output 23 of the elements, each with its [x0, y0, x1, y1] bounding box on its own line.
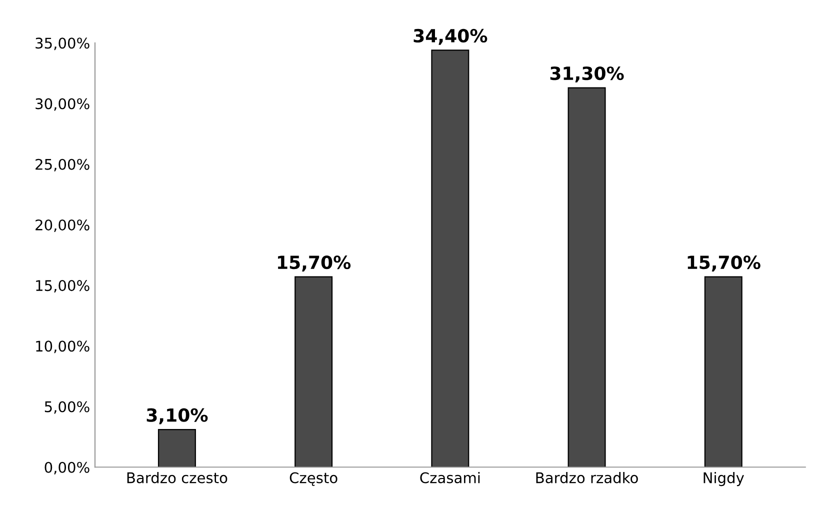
bar — [568, 87, 606, 468]
data-label: 34,40% — [414, 28, 488, 45]
data-label: 3,10% — [146, 408, 208, 424]
bar — [294, 276, 333, 468]
x-tick-label: Bardzo rzadko — [536, 472, 638, 484]
y-tick-label: 25,00% — [36, 158, 90, 172]
y-tick-label: 0,00% — [44, 462, 90, 474]
bar — [431, 50, 470, 468]
x-tick-label: Nigdy — [704, 472, 744, 486]
y-tick-label: 20,00% — [36, 219, 90, 232]
x-tick-label: Często — [290, 472, 338, 486]
bar — [704, 276, 742, 468]
x-tick-label: Bardzo czesto — [127, 472, 228, 484]
y-tick-label: 10,00% — [36, 340, 90, 354]
y-tick-label: 30,00% — [36, 98, 90, 111]
data-label: 31,30% — [550, 66, 624, 82]
data-label: 15,70% — [688, 256, 760, 272]
y-tick-label: 15,00% — [36, 280, 90, 293]
x-tick-label: Czasami — [420, 472, 480, 484]
data-label: 15,70% — [278, 256, 351, 272]
y-tick-label: 5,00% — [44, 401, 90, 414]
bar — [158, 429, 196, 468]
y-tick-label: 35,00% — [36, 38, 90, 50]
